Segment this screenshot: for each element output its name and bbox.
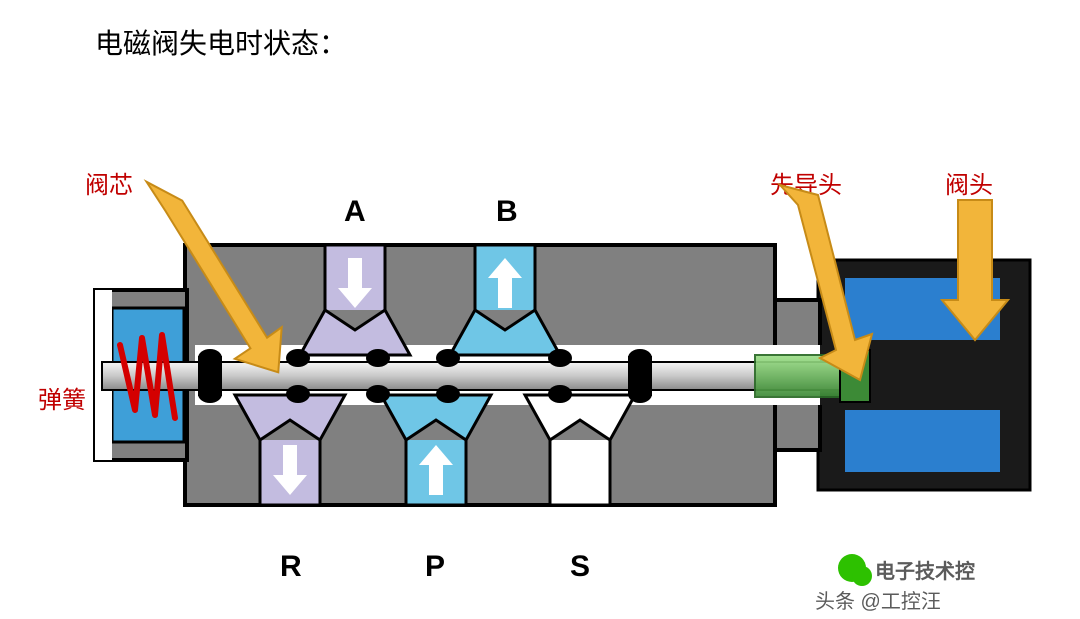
wechat-icon-2 [852,566,872,586]
watermark-line1: 电子技术控 [875,555,975,584]
valve-diagram [0,0,1080,619]
watermark-line2: 头条 @工控汪 [815,585,941,614]
